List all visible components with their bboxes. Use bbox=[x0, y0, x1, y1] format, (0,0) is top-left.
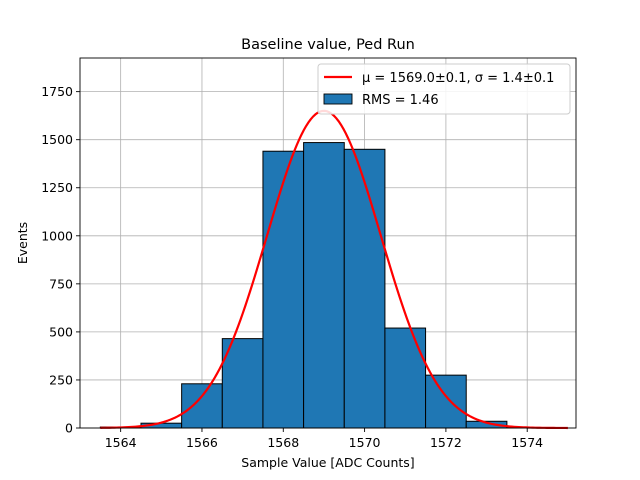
histogram-bars bbox=[99, 142, 549, 429]
legend-hist-label: RMS = 1.46 bbox=[362, 93, 439, 108]
x-tick-label: 1572 bbox=[430, 435, 462, 450]
x-tick-label: 1568 bbox=[267, 435, 299, 450]
y-tick-label: 1500 bbox=[41, 132, 73, 147]
y-tick-label: 1250 bbox=[41, 180, 73, 195]
chart-title: Baseline value, Ped Run bbox=[241, 37, 415, 53]
y-tick-label: 250 bbox=[49, 372, 73, 387]
histogram-bar bbox=[262, 150, 305, 429]
histogram-bar bbox=[425, 374, 467, 429]
x-tick-label: 1564 bbox=[105, 435, 137, 450]
y-tick-label: 500 bbox=[49, 324, 73, 339]
x-tick-label: 1574 bbox=[511, 435, 543, 450]
legend-hist-swatch bbox=[323, 93, 353, 105]
y-tick-label: 1000 bbox=[41, 228, 73, 243]
x-tick-label: 1570 bbox=[349, 435, 381, 450]
histogram-bar bbox=[181, 383, 223, 429]
x-axis-ticks: 1564 1566 1568 1570 1572 1574 bbox=[105, 428, 543, 450]
y-axis-label: Events bbox=[15, 222, 30, 264]
plot-frame bbox=[79, 57, 577, 429]
legend-fit-label: μ = 1569.0±0.1, σ = 1.4±0.1 bbox=[362, 71, 554, 86]
histogram-bar bbox=[384, 327, 427, 429]
y-tick-label: 0 bbox=[65, 421, 73, 436]
histogram-bar bbox=[343, 148, 386, 429]
legend-box bbox=[317, 63, 571, 115]
y-axis-ticks: 0 250 500 750 1000 1250 1500 1750 bbox=[41, 84, 80, 436]
histogram-bar bbox=[303, 142, 345, 429]
y-tick-label: 750 bbox=[49, 276, 73, 291]
legend: μ = 1569.0±0.1, σ = 1.4±0.1 RMS = 1.46 bbox=[317, 63, 571, 115]
x-tick-label: 1566 bbox=[186, 435, 218, 450]
y-tick-label: 1750 bbox=[41, 84, 73, 99]
gaussian-fit-curve bbox=[100, 109, 568, 430]
x-axis-label: Sample Value [ADC Counts] bbox=[241, 455, 414, 470]
